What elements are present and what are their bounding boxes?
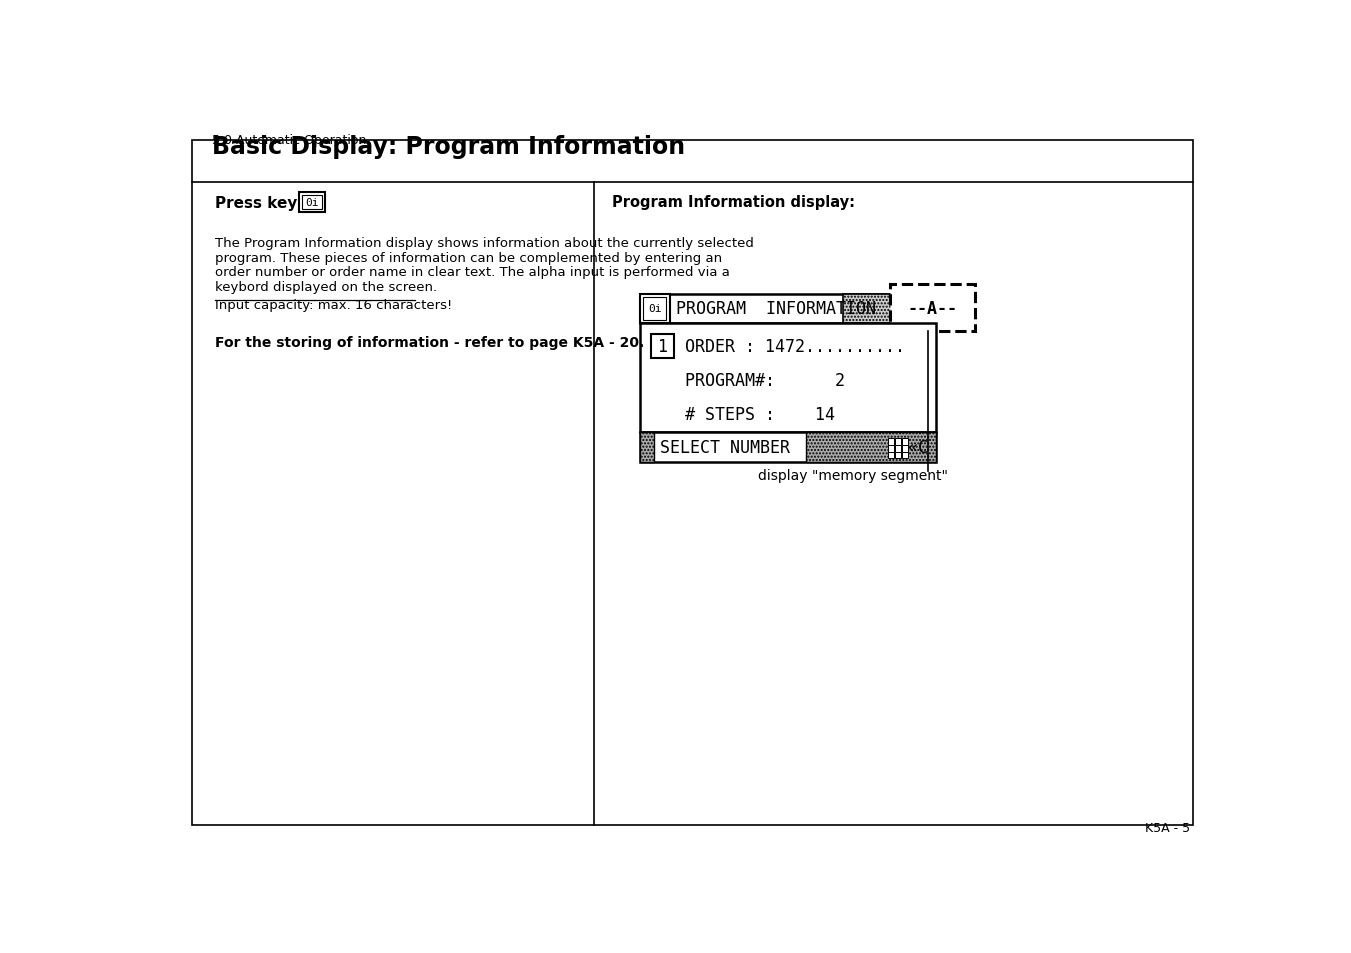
Bar bbox=[896, 453, 901, 459]
Bar bbox=[902, 439, 908, 445]
Text: PROGRAM  INFORMATION: PROGRAM INFORMATION bbox=[676, 300, 875, 318]
Text: # STEPS :    14: # STEPS : 14 bbox=[685, 405, 835, 423]
Bar bbox=[303, 196, 323, 210]
Bar bbox=[888, 439, 894, 445]
Text: Basic Display: Program Information: Basic Display: Program Information bbox=[212, 135, 685, 159]
Bar bbox=[896, 446, 901, 452]
Text: K5A - 5: K5A - 5 bbox=[1146, 821, 1190, 834]
Text: --A--: --A-- bbox=[908, 299, 958, 317]
Bar bbox=[640, 294, 936, 324]
Text: Press key: Press key bbox=[215, 196, 303, 211]
Text: Input capacity: max. 16 characters!: Input capacity: max. 16 characters! bbox=[215, 299, 453, 312]
Text: keybord displayed on the screen.: keybord displayed on the screen. bbox=[215, 280, 438, 294]
Bar bbox=[902, 453, 908, 459]
Text: Program Information display:: Program Information display: bbox=[612, 194, 855, 210]
Bar bbox=[640, 433, 936, 462]
Bar bbox=[640, 294, 670, 324]
Bar bbox=[843, 294, 936, 324]
Bar bbox=[640, 433, 654, 462]
Text: 0i: 0i bbox=[305, 198, 319, 208]
Bar bbox=[807, 433, 936, 462]
Text: The Program Information display shows information about the currently selected: The Program Information display shows in… bbox=[215, 236, 754, 250]
Bar bbox=[902, 446, 908, 452]
Text: PROGRAM#:      2: PROGRAM#: 2 bbox=[685, 372, 844, 390]
Text: order number or order name in clear text. The alpha input is performed via a: order number or order name in clear text… bbox=[215, 266, 731, 279]
Text: ORDER : 1472..........: ORDER : 1472.......... bbox=[685, 337, 905, 355]
Bar bbox=[299, 193, 326, 213]
Text: For the storing of information - refer to page K5A - 20.: For the storing of information - refer t… bbox=[215, 335, 644, 350]
Bar bbox=[888, 446, 894, 452]
Bar bbox=[640, 324, 936, 433]
Text: SELECT NUMBER: SELECT NUMBER bbox=[661, 438, 790, 456]
Text: 1: 1 bbox=[658, 337, 667, 355]
Text: display "memory segment": display "memory segment" bbox=[758, 468, 948, 482]
Bar bbox=[888, 453, 894, 459]
Text: 0i: 0i bbox=[648, 304, 662, 314]
Bar bbox=[651, 335, 674, 359]
Bar bbox=[896, 439, 901, 445]
Text: program. These pieces of information can be complemented by entering an: program. These pieces of information can… bbox=[215, 252, 723, 264]
Bar bbox=[889, 285, 975, 332]
Text: «C: «C bbox=[908, 438, 928, 456]
Text: 5.0 Automatic Operation: 5.0 Automatic Operation bbox=[212, 133, 366, 147]
Bar bbox=[643, 297, 666, 320]
